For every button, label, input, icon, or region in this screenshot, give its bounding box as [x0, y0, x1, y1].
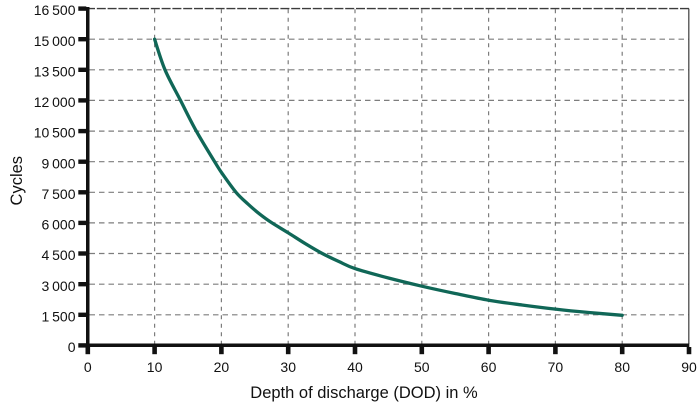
svg-text:Depth of discharge (DOD) in %: Depth of discharge (DOD) in %: [250, 384, 478, 402]
svg-text:80: 80: [614, 359, 630, 375]
svg-text:3 000: 3 000: [42, 278, 76, 294]
svg-text:0: 0: [68, 339, 76, 355]
svg-text:15 000: 15 000: [34, 33, 76, 49]
svg-text:0: 0: [84, 359, 92, 375]
svg-text:20: 20: [214, 359, 230, 375]
svg-text:7 500: 7 500: [42, 186, 76, 202]
svg-text:40: 40: [347, 359, 363, 375]
svg-text:10 500: 10 500: [34, 125, 76, 141]
svg-text:4 500: 4 500: [42, 247, 76, 263]
svg-text:30: 30: [280, 359, 296, 375]
svg-text:70: 70: [548, 359, 564, 375]
svg-text:60: 60: [481, 359, 497, 375]
svg-text:13 500: 13 500: [34, 63, 76, 79]
svg-text:9 000: 9 000: [42, 155, 76, 171]
svg-text:12 000: 12 000: [34, 94, 76, 110]
svg-text:6 000: 6 000: [42, 217, 76, 233]
svg-text:16 500: 16 500: [34, 2, 76, 18]
svg-text:Cycles: Cycles: [8, 156, 26, 206]
svg-text:90: 90: [681, 359, 697, 375]
svg-text:50: 50: [414, 359, 430, 375]
svg-text:1 500: 1 500: [42, 308, 76, 324]
svg-text:10: 10: [147, 359, 163, 375]
